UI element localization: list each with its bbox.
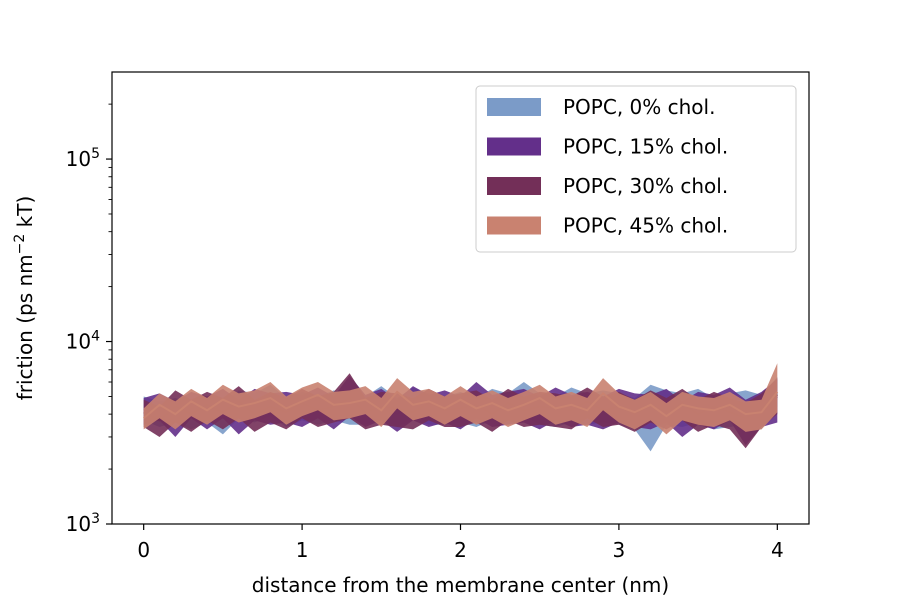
- x-axis-label: distance from the membrane center (nm): [252, 573, 669, 597]
- y-tick-label: 104: [66, 329, 100, 354]
- y-axis: 103 104 105: [66, 103, 112, 536]
- y-tick-label: 103: [66, 511, 100, 536]
- series-4: [143, 363, 779, 435]
- legend-swatch-1: [487, 98, 541, 116]
- legend-label-2: POPC, 15% chol.: [563, 135, 728, 159]
- legend-label-4: POPC, 45% chol.: [563, 214, 728, 238]
- legend-label-1: POPC, 0% chol.: [563, 95, 715, 119]
- y-axis-label: friction (ps nm−2 kT): [12, 196, 37, 401]
- legend-swatch-3: [487, 177, 541, 195]
- y-axis-label-exponent: −2: [12, 234, 28, 255]
- y-tick-label: 105: [66, 146, 100, 171]
- legend-swatch-2: [487, 137, 541, 156]
- x-axis: 0 1 2 3 4: [137, 524, 784, 562]
- y-axis-label-main: friction (ps nm: [13, 254, 37, 400]
- x-tick-label: 1: [296, 538, 309, 562]
- x-tick-label: 3: [613, 538, 626, 562]
- x-tick-label: 4: [771, 538, 784, 562]
- series-4-line: [143, 390, 779, 419]
- legend-swatch-4: [487, 216, 541, 235]
- y-axis-label-end: kT): [13, 196, 37, 234]
- x-tick-label: 0: [137, 538, 150, 562]
- x-tick-label: 2: [454, 538, 467, 562]
- legend: POPC, 0% chol. POPC, 15% chol. POPC, 30% c…: [475, 85, 797, 253]
- series-layer: [143, 363, 779, 452]
- legend-label-3: POPC, 30% chol.: [563, 174, 728, 198]
- legend-box: [475, 85, 797, 253]
